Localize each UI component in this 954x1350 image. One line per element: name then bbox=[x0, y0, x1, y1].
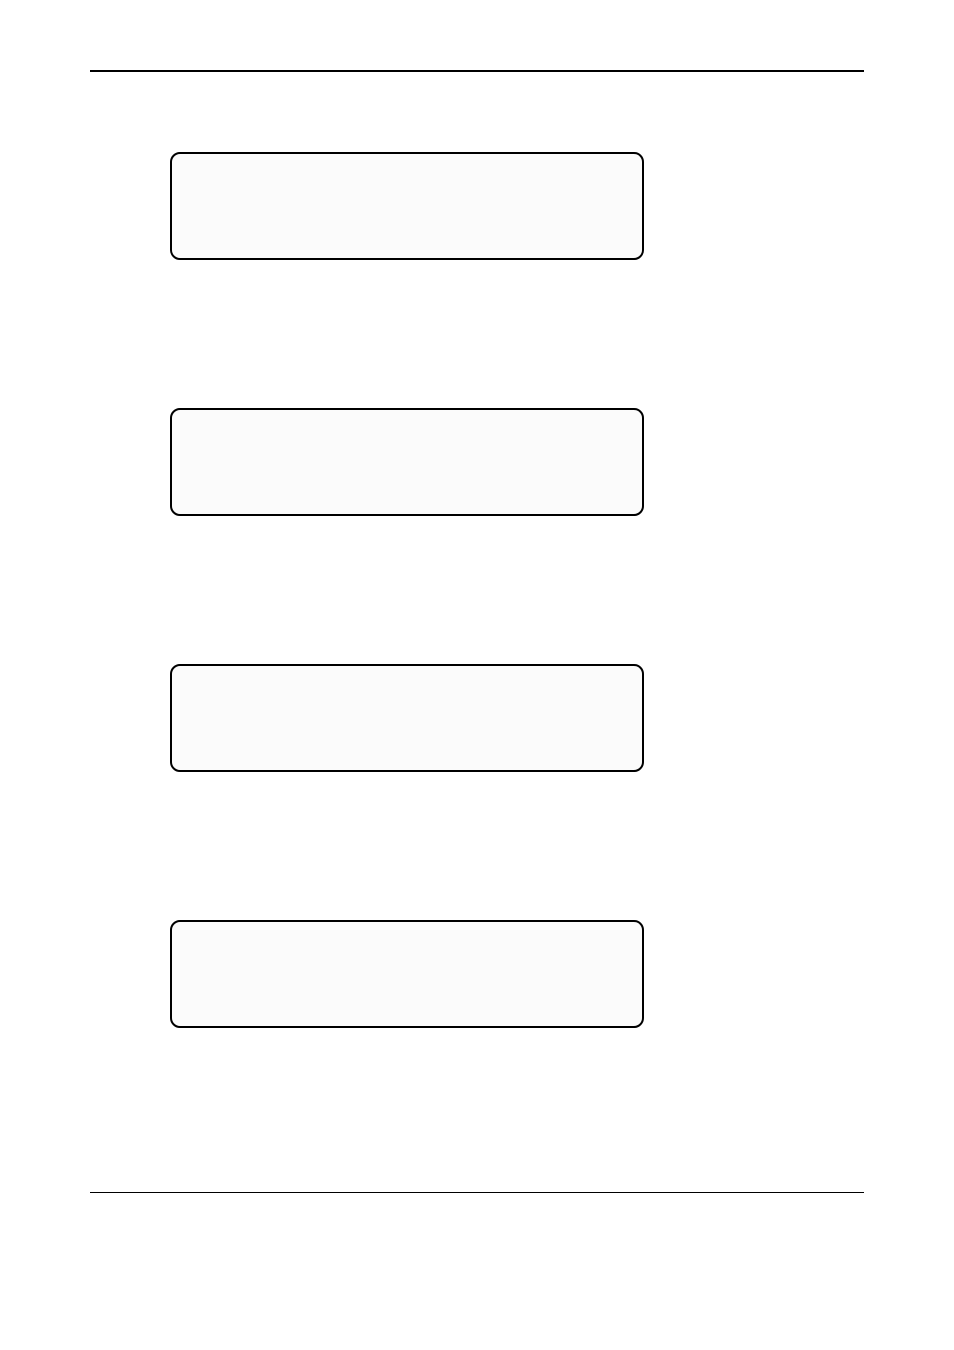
rounded-box-4 bbox=[170, 920, 644, 1028]
rounded-box-1 bbox=[170, 152, 644, 260]
top-horizontal-rule bbox=[90, 70, 864, 72]
rounded-box-2 bbox=[170, 408, 644, 516]
bottom-horizontal-rule bbox=[90, 1192, 864, 1193]
rounded-box-3 bbox=[170, 664, 644, 772]
